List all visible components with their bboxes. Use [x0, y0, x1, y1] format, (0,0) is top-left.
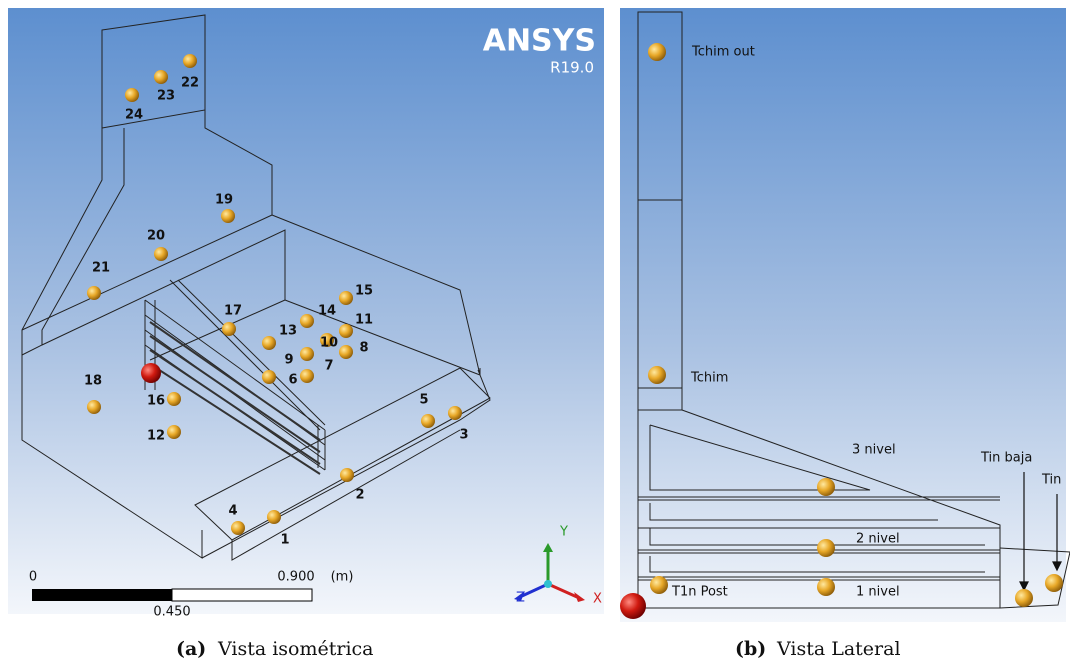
- reference-sensor: [141, 363, 161, 383]
- sensor: [421, 414, 435, 428]
- scale-bar-white: [172, 589, 312, 601]
- sensor: [262, 370, 276, 384]
- axis-z-label: Z: [516, 591, 525, 606]
- reference-sensor: [620, 593, 646, 619]
- sensor-label: 1 nivel: [856, 585, 900, 600]
- panel-a-background: [8, 8, 604, 614]
- figure: ANSYS R19.0 0 0.900 (m) 0.450 Y Z X (: [0, 0, 1070, 664]
- sensor-label: 13: [279, 324, 297, 339]
- sensor-label: 2: [355, 488, 364, 503]
- sensor: [300, 347, 314, 361]
- scale-mid: 0.450: [153, 605, 190, 620]
- sensor-label: 11: [355, 313, 373, 328]
- caption-a-label: (a): [176, 638, 206, 660]
- sensor: [221, 209, 235, 223]
- sensor-label: 14: [318, 304, 336, 319]
- sensor: [817, 539, 835, 557]
- scale-bar-black: [32, 589, 172, 601]
- caption-b-label: (b): [735, 638, 766, 660]
- sensor: [339, 345, 353, 359]
- sensor-label: Tchim out: [691, 45, 755, 60]
- sensor-label: 21: [92, 261, 110, 276]
- sensor: [817, 478, 835, 496]
- sensor: [339, 324, 353, 338]
- sensor: [1015, 589, 1033, 607]
- scale-unit: (m): [331, 570, 354, 585]
- sensor-label: 8: [359, 341, 368, 356]
- sensor: [87, 286, 101, 300]
- caption-b-text: Vista Lateral: [776, 638, 901, 660]
- sensor-label: 3: [459, 428, 468, 443]
- sensor: [340, 468, 354, 482]
- sensor: [448, 406, 462, 420]
- caption-a-text: Vista isométrica: [217, 638, 374, 660]
- sensor-label: 3 nivel: [852, 443, 896, 458]
- sensor-label: 15: [355, 284, 373, 299]
- sensor-label: 1: [280, 533, 289, 548]
- axis-y-label: Y: [559, 525, 568, 540]
- sensor-label: 22: [181, 76, 199, 91]
- sensor-label: 24: [125, 108, 143, 123]
- sensor-label: 16: [147, 394, 165, 409]
- sensor-label: 20: [147, 229, 165, 244]
- sensor: [648, 43, 666, 61]
- sensor-label: 4: [228, 504, 237, 519]
- axis-x-label: X: [593, 592, 602, 607]
- sensor: [183, 54, 197, 68]
- sensor: [154, 70, 168, 84]
- sensor-label: Tchim: [690, 371, 728, 386]
- sensor-label: T1n Post: [671, 585, 728, 600]
- sensor: [267, 510, 281, 524]
- sensor: [167, 425, 181, 439]
- sensor-label: 2 nivel: [856, 532, 900, 547]
- scale-start: 0: [29, 570, 37, 585]
- sensor-label: 19: [215, 193, 233, 208]
- sensor: [167, 392, 181, 406]
- sensor: [125, 88, 139, 102]
- sensor-label: 9: [284, 353, 293, 368]
- sensor-label: 10: [320, 336, 338, 351]
- sensor: [300, 314, 314, 328]
- sensor: [817, 578, 835, 596]
- sensor: [1045, 574, 1063, 592]
- sensor-label: 12: [147, 429, 165, 444]
- ansys-version: R19.0: [550, 59, 594, 77]
- sensor: [262, 336, 276, 350]
- ansys-logo: ANSYS: [483, 24, 596, 59]
- sensor-label: 17: [224, 304, 242, 319]
- sensor: [87, 400, 101, 414]
- sensor: [231, 521, 245, 535]
- sensor: [300, 369, 314, 383]
- sensor-label: 6: [288, 373, 297, 388]
- scale-end: 0.900: [277, 570, 314, 585]
- sensor-label: Tin: [1041, 473, 1061, 488]
- sensor-label: Tin baja: [980, 451, 1032, 466]
- sensor-label: 18: [84, 374, 102, 389]
- sensor-label: 23: [157, 89, 175, 104]
- sensor-label: 5: [419, 393, 428, 408]
- sensor: [648, 366, 666, 384]
- sensor: [222, 322, 236, 336]
- sensor: [154, 247, 168, 261]
- panel-b-background: [620, 8, 1066, 622]
- sensor-label: 7: [324, 359, 333, 374]
- sensor: [650, 576, 668, 594]
- sensor: [339, 291, 353, 305]
